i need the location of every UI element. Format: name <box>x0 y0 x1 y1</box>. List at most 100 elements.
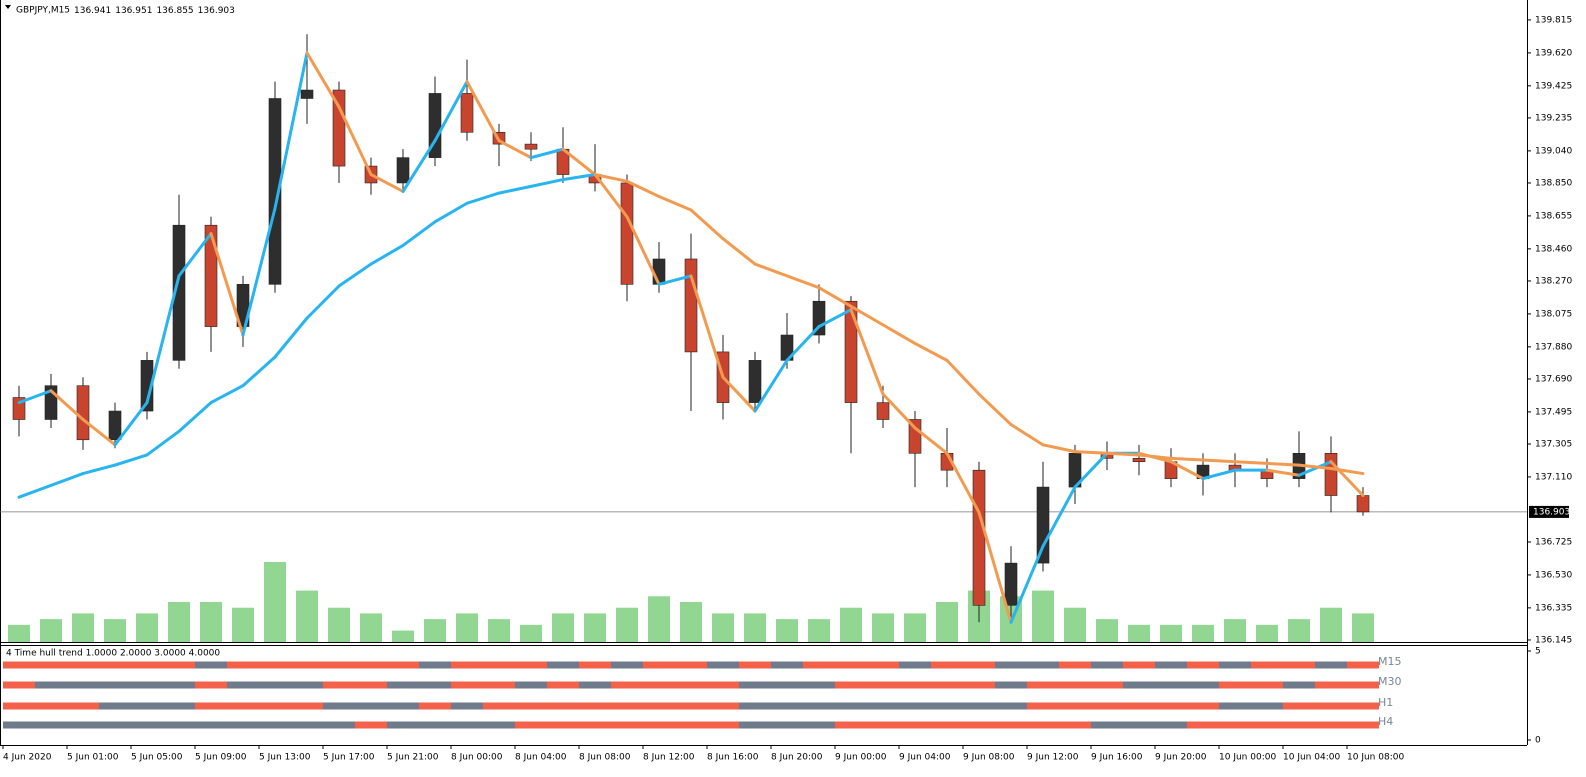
candle-body <box>1036 486 1050 564</box>
trend-cell <box>1283 721 1315 729</box>
volume-bar <box>552 613 574 642</box>
hull-line <box>753 262 789 278</box>
hull-line <box>17 389 53 405</box>
trend-cell <box>67 702 99 710</box>
trend-cell <box>1219 661 1251 669</box>
hull-line <box>81 463 117 476</box>
trend-cell <box>1123 721 1155 729</box>
volume-bar <box>40 619 62 642</box>
trend-cell <box>1347 721 1379 729</box>
menu-arrow[interactable] <box>5 5 11 9</box>
candle-body <box>428 93 442 158</box>
trend-cell <box>675 702 707 710</box>
trend-cell <box>867 721 899 729</box>
trend-cell <box>1315 721 1347 729</box>
hull-line <box>721 237 757 266</box>
x-tick-label: 10 Jun 00:00 <box>1219 753 1276 763</box>
candle-body <box>1004 562 1018 606</box>
trend-cell <box>227 681 259 689</box>
hull-line <box>721 375 757 413</box>
y-tick-label: 139.040 <box>1535 146 1572 156</box>
y-tick-label: 138.270 <box>1535 276 1572 286</box>
trend-cell <box>131 681 163 689</box>
trend-cell <box>451 681 483 689</box>
trend-cell <box>3 661 35 669</box>
trend-cell <box>899 702 931 710</box>
trend-cell <box>611 702 643 710</box>
trend-cell <box>1155 721 1187 729</box>
trend-cell <box>387 702 419 710</box>
trend-cell <box>195 681 227 689</box>
trend-cell <box>291 702 323 710</box>
hull-line <box>433 80 469 143</box>
hull-line <box>945 358 981 396</box>
trend-cell <box>931 681 963 689</box>
trend-cell <box>1027 681 1059 689</box>
indicator-title: 4 Time hull trend 1.0000 2.0000 3.0000 4… <box>6 649 220 659</box>
trend-cell <box>1187 702 1219 710</box>
hull-line <box>1297 463 1333 470</box>
trend-cell <box>99 681 131 689</box>
trend-cell <box>195 661 227 669</box>
hull-line <box>49 389 85 421</box>
volume-bar <box>712 613 734 642</box>
x-tick-label: 10 Jun 04:00 <box>1283 753 1340 763</box>
trend-cell <box>547 681 579 689</box>
candle-body <box>460 93 474 133</box>
candle-body <box>396 157 410 184</box>
trend-cell <box>99 702 131 710</box>
volume-bar <box>200 602 222 642</box>
volume-bar <box>904 613 926 642</box>
trend-cell <box>355 721 387 729</box>
volume-bar <box>1160 624 1182 642</box>
x-tick-label: 9 Jun 00:00 <box>835 753 887 763</box>
candle-body <box>620 182 634 285</box>
hull-line <box>1169 456 1205 462</box>
trend-cell <box>1059 702 1091 710</box>
y-tick-label: 138.075 <box>1535 309 1572 319</box>
volume-bar <box>232 607 254 642</box>
trend-cell <box>483 721 515 729</box>
row-label: H1 <box>1378 696 1393 709</box>
x-tick-label: 9 Jun 08:00 <box>963 753 1015 763</box>
trend-cell <box>995 721 1027 729</box>
hull-line <box>273 51 309 210</box>
trend-cell <box>835 702 867 710</box>
trend-cell <box>611 661 643 669</box>
candle-body <box>300 89 314 99</box>
trend-cell <box>1155 681 1187 689</box>
trend-cell <box>419 721 451 729</box>
trend-cell <box>803 721 835 729</box>
trend-cell <box>995 661 1027 669</box>
trend-cell <box>259 702 291 710</box>
trend-cell <box>1283 702 1315 710</box>
hull-line <box>913 341 949 362</box>
trend-cell <box>931 702 963 710</box>
hull-line <box>1265 461 1301 467</box>
volume-bar <box>1224 619 1246 642</box>
x-tick-label: 8 Jun 12:00 <box>643 753 695 763</box>
trend-cell <box>707 721 739 729</box>
candle-body <box>140 360 154 412</box>
trend-cell <box>131 721 163 729</box>
trend-cell <box>323 721 355 729</box>
trend-cell <box>35 681 67 689</box>
candle-body <box>172 224 186 361</box>
trend-cell <box>675 661 707 669</box>
trend-cell <box>1347 661 1379 669</box>
trend-cell <box>131 702 163 710</box>
trend-cell <box>963 702 995 710</box>
volume-bar <box>1256 624 1278 642</box>
hull-line <box>561 173 597 182</box>
y-tick-label: 136.725 <box>1535 537 1572 547</box>
candle-body <box>1324 452 1338 496</box>
trend-cell <box>963 681 995 689</box>
hull-line <box>913 426 949 455</box>
hull-line <box>1041 443 1077 454</box>
x-tick-label: 9 Jun 12:00 <box>1027 753 1079 763</box>
trend-cell <box>643 721 675 729</box>
volume-bar <box>456 613 478 642</box>
hull-line <box>817 308 853 329</box>
trend-cell <box>67 721 99 729</box>
trend-cell <box>867 681 899 689</box>
